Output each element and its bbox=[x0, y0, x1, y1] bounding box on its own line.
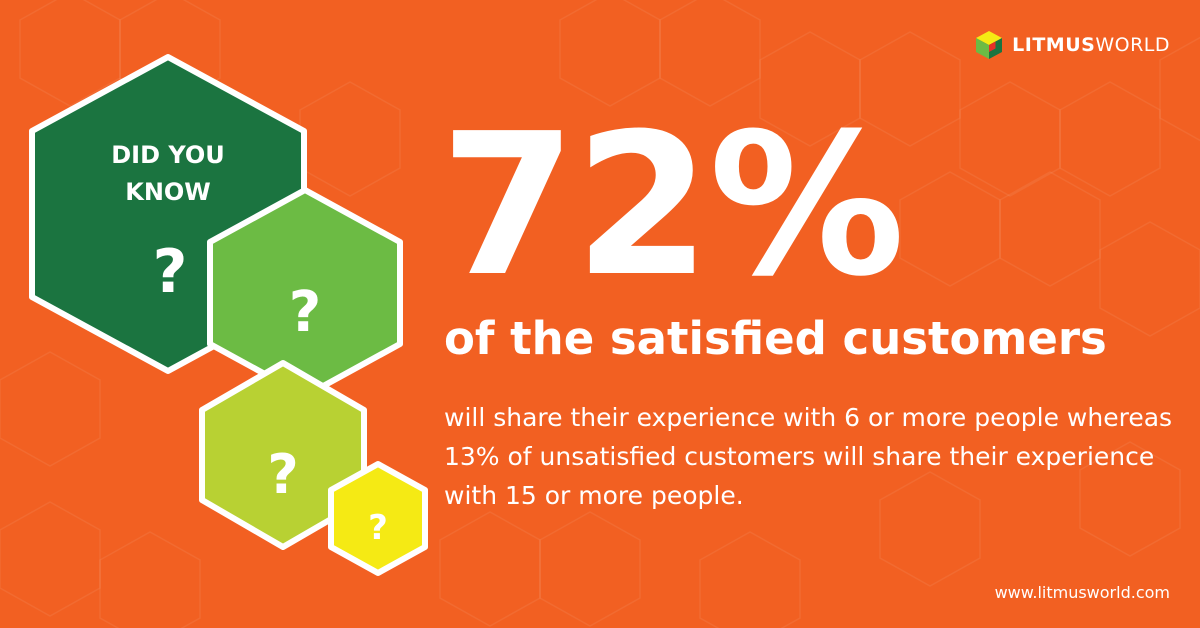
question-mark-yellow: ? bbox=[368, 508, 388, 548]
statistic-value: 72% bbox=[440, 92, 905, 320]
green-question-hexagon bbox=[207, 187, 403, 399]
question-mark-lime: ? bbox=[267, 443, 298, 506]
did-you-know-line1: DID YOU bbox=[111, 141, 225, 169]
brand-name-light: WORLD bbox=[1095, 34, 1170, 56]
brand-wordmark: LITMUSWORLD bbox=[1012, 34, 1170, 56]
statistic-headline: of the satisfied customers bbox=[444, 312, 1107, 365]
question-mark-green: ? bbox=[289, 280, 321, 345]
question-mark-large: ? bbox=[153, 237, 188, 307]
statistic-description: will share their experience with 6 or mo… bbox=[444, 403, 1173, 510]
question-hexagons: DID YOU KNOW ? ? ? ? bbox=[29, 54, 428, 576]
brand-name-bold: LITMUS bbox=[1012, 34, 1096, 56]
litmusworld-cube-icon bbox=[976, 31, 1003, 59]
yellow-question-hexagon bbox=[328, 461, 428, 576]
litmusworld-logo[interactable]: LITMUSWORLD bbox=[974, 30, 1170, 60]
did-you-know-line2: KNOW bbox=[125, 178, 211, 206]
website-url[interactable]: www.litmusworld.com bbox=[994, 583, 1170, 602]
